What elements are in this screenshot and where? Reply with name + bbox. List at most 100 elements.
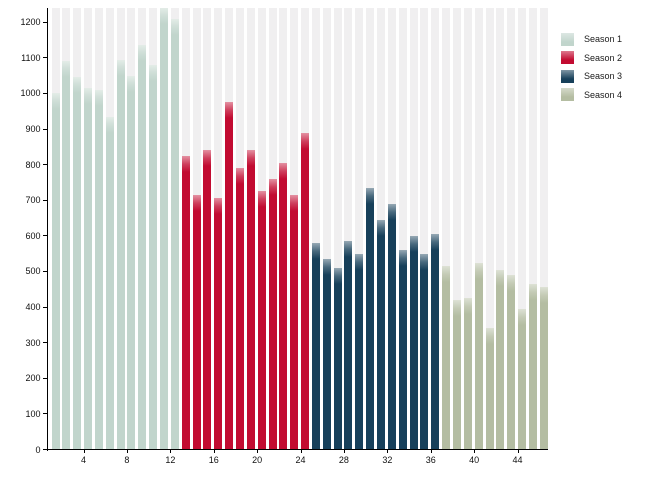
y-axis-tick: [42, 164, 47, 166]
bar-season-3: [333, 267, 342, 450]
bar-season-4: [485, 328, 494, 450]
x-axis-line: [47, 449, 548, 450]
bar-season-4: [507, 275, 516, 450]
x-axis-tick-label: 16: [208, 454, 219, 465]
bar-season-3: [366, 187, 375, 450]
bar-season-1: [170, 18, 179, 450]
bar-season-1: [127, 75, 136, 450]
x-axis-tick-label: 44: [512, 454, 523, 465]
bar-season-2: [235, 168, 244, 450]
bar-season-3: [420, 253, 429, 450]
legend-item-season-3: Season 3: [561, 67, 622, 85]
bar-season-2: [279, 162, 288, 450]
legend-label: Season 3: [584, 71, 623, 81]
bar-season-1: [62, 61, 71, 450]
legend: Season 1 Season 2 Season 3 Season 4: [561, 30, 622, 104]
background-stripe: [420, 8, 429, 450]
bar-season-1: [51, 93, 60, 450]
bar-season-4: [496, 269, 505, 450]
x-axis-tick: [474, 450, 476, 453]
bar-season-1: [160, 8, 168, 450]
bar-season-2: [290, 194, 299, 450]
bar-season-1: [84, 88, 93, 450]
y-axis-tick-label: 400: [25, 302, 41, 313]
x-axis-tick-label: 40: [469, 454, 480, 465]
bar-season-3: [344, 241, 353, 450]
season-4-swatch-icon: [561, 88, 574, 101]
legend-item-season-2: Season 2: [561, 49, 622, 67]
bar-season-4: [452, 299, 461, 450]
x-axis-tick: [257, 450, 259, 453]
x-axis-tick-label: 32: [382, 454, 393, 465]
background-stripe: [463, 8, 472, 450]
background-stripe: [452, 8, 461, 450]
y-axis-tick-label: 1100: [21, 52, 41, 63]
y-axis-tick-label: 800: [25, 159, 41, 170]
x-axis-tick-label: 36: [425, 454, 436, 465]
legend-item-season-4: Season 4: [561, 86, 622, 104]
x-axis-tick: [517, 450, 519, 453]
bar-season-4: [528, 283, 537, 450]
y-axis-tick: [42, 235, 47, 237]
y-axis-tick: [42, 128, 47, 130]
season-1-swatch-icon: [561, 32, 574, 46]
y-axis-tick: [42, 21, 47, 23]
legend-label: Season 1: [584, 34, 623, 44]
bar-season-4: [463, 298, 472, 450]
y-axis-tick-label: 600: [25, 230, 41, 241]
x-axis-tick-label: 12: [165, 454, 176, 465]
x-axis-tick-label: 8: [124, 454, 130, 465]
bar-season-1: [73, 77, 82, 450]
bar-season-3: [377, 219, 385, 450]
y-axis-tick-label: 100: [25, 408, 41, 419]
y-axis-tick: [42, 306, 47, 308]
bar-season-2: [246, 150, 255, 450]
y-axis-tick-label: 1200: [20, 17, 41, 28]
legend-label: Season 2: [584, 52, 623, 63]
x-axis-tick: [300, 450, 302, 453]
y-axis-tick: [42, 92, 47, 94]
x-axis-tick: [83, 450, 85, 453]
x-axis-tick: [343, 450, 345, 453]
y-axis-tick-label: 200: [25, 373, 41, 384]
bar-season-2: [203, 150, 212, 450]
bar-season-1: [138, 45, 147, 450]
bar-season-3: [387, 203, 396, 450]
background-stripe: [528, 8, 537, 450]
bar-season-1: [116, 59, 125, 450]
season-2-swatch-icon: [561, 51, 574, 64]
y-axis-tick: [42, 377, 47, 379]
background-stripe: [322, 8, 331, 450]
background-stripe: [398, 8, 407, 450]
legend-item-season-1: Season 1: [561, 30, 622, 48]
background-stripe: [333, 8, 342, 450]
background-stripe: [474, 8, 483, 450]
bar-season-4: [518, 308, 527, 450]
bar-season-2: [225, 102, 234, 450]
bar-season-3: [431, 234, 440, 450]
y-axis-tick-label: 1000: [20, 88, 41, 99]
bar-season-1: [94, 89, 103, 450]
bar-season-1: [149, 64, 158, 450]
bar-season-4: [442, 266, 451, 450]
y-axis-tick: [42, 270, 47, 272]
bar-season-2: [301, 132, 310, 450]
y-axis-tick: [42, 199, 47, 201]
x-axis-tick: [170, 450, 172, 453]
bar-season-3: [355, 253, 364, 450]
bar-season-2: [181, 155, 190, 450]
background-stripe: [518, 8, 527, 450]
x-axis-tick: [387, 450, 389, 453]
bar-season-3: [398, 250, 407, 450]
x-axis-tick: [430, 450, 432, 453]
bar-season-3: [409, 235, 418, 450]
bar-season-2: [192, 194, 201, 450]
y-axis-tick-label: 0: [35, 444, 41, 455]
y-axis-tick: [42, 449, 47, 450]
bar-season-3: [311, 242, 320, 450]
bar-season-2: [268, 178, 277, 450]
background-stripe: [431, 8, 440, 450]
y-axis-tick: [42, 342, 47, 344]
x-axis-tick-label: 20: [252, 454, 263, 465]
